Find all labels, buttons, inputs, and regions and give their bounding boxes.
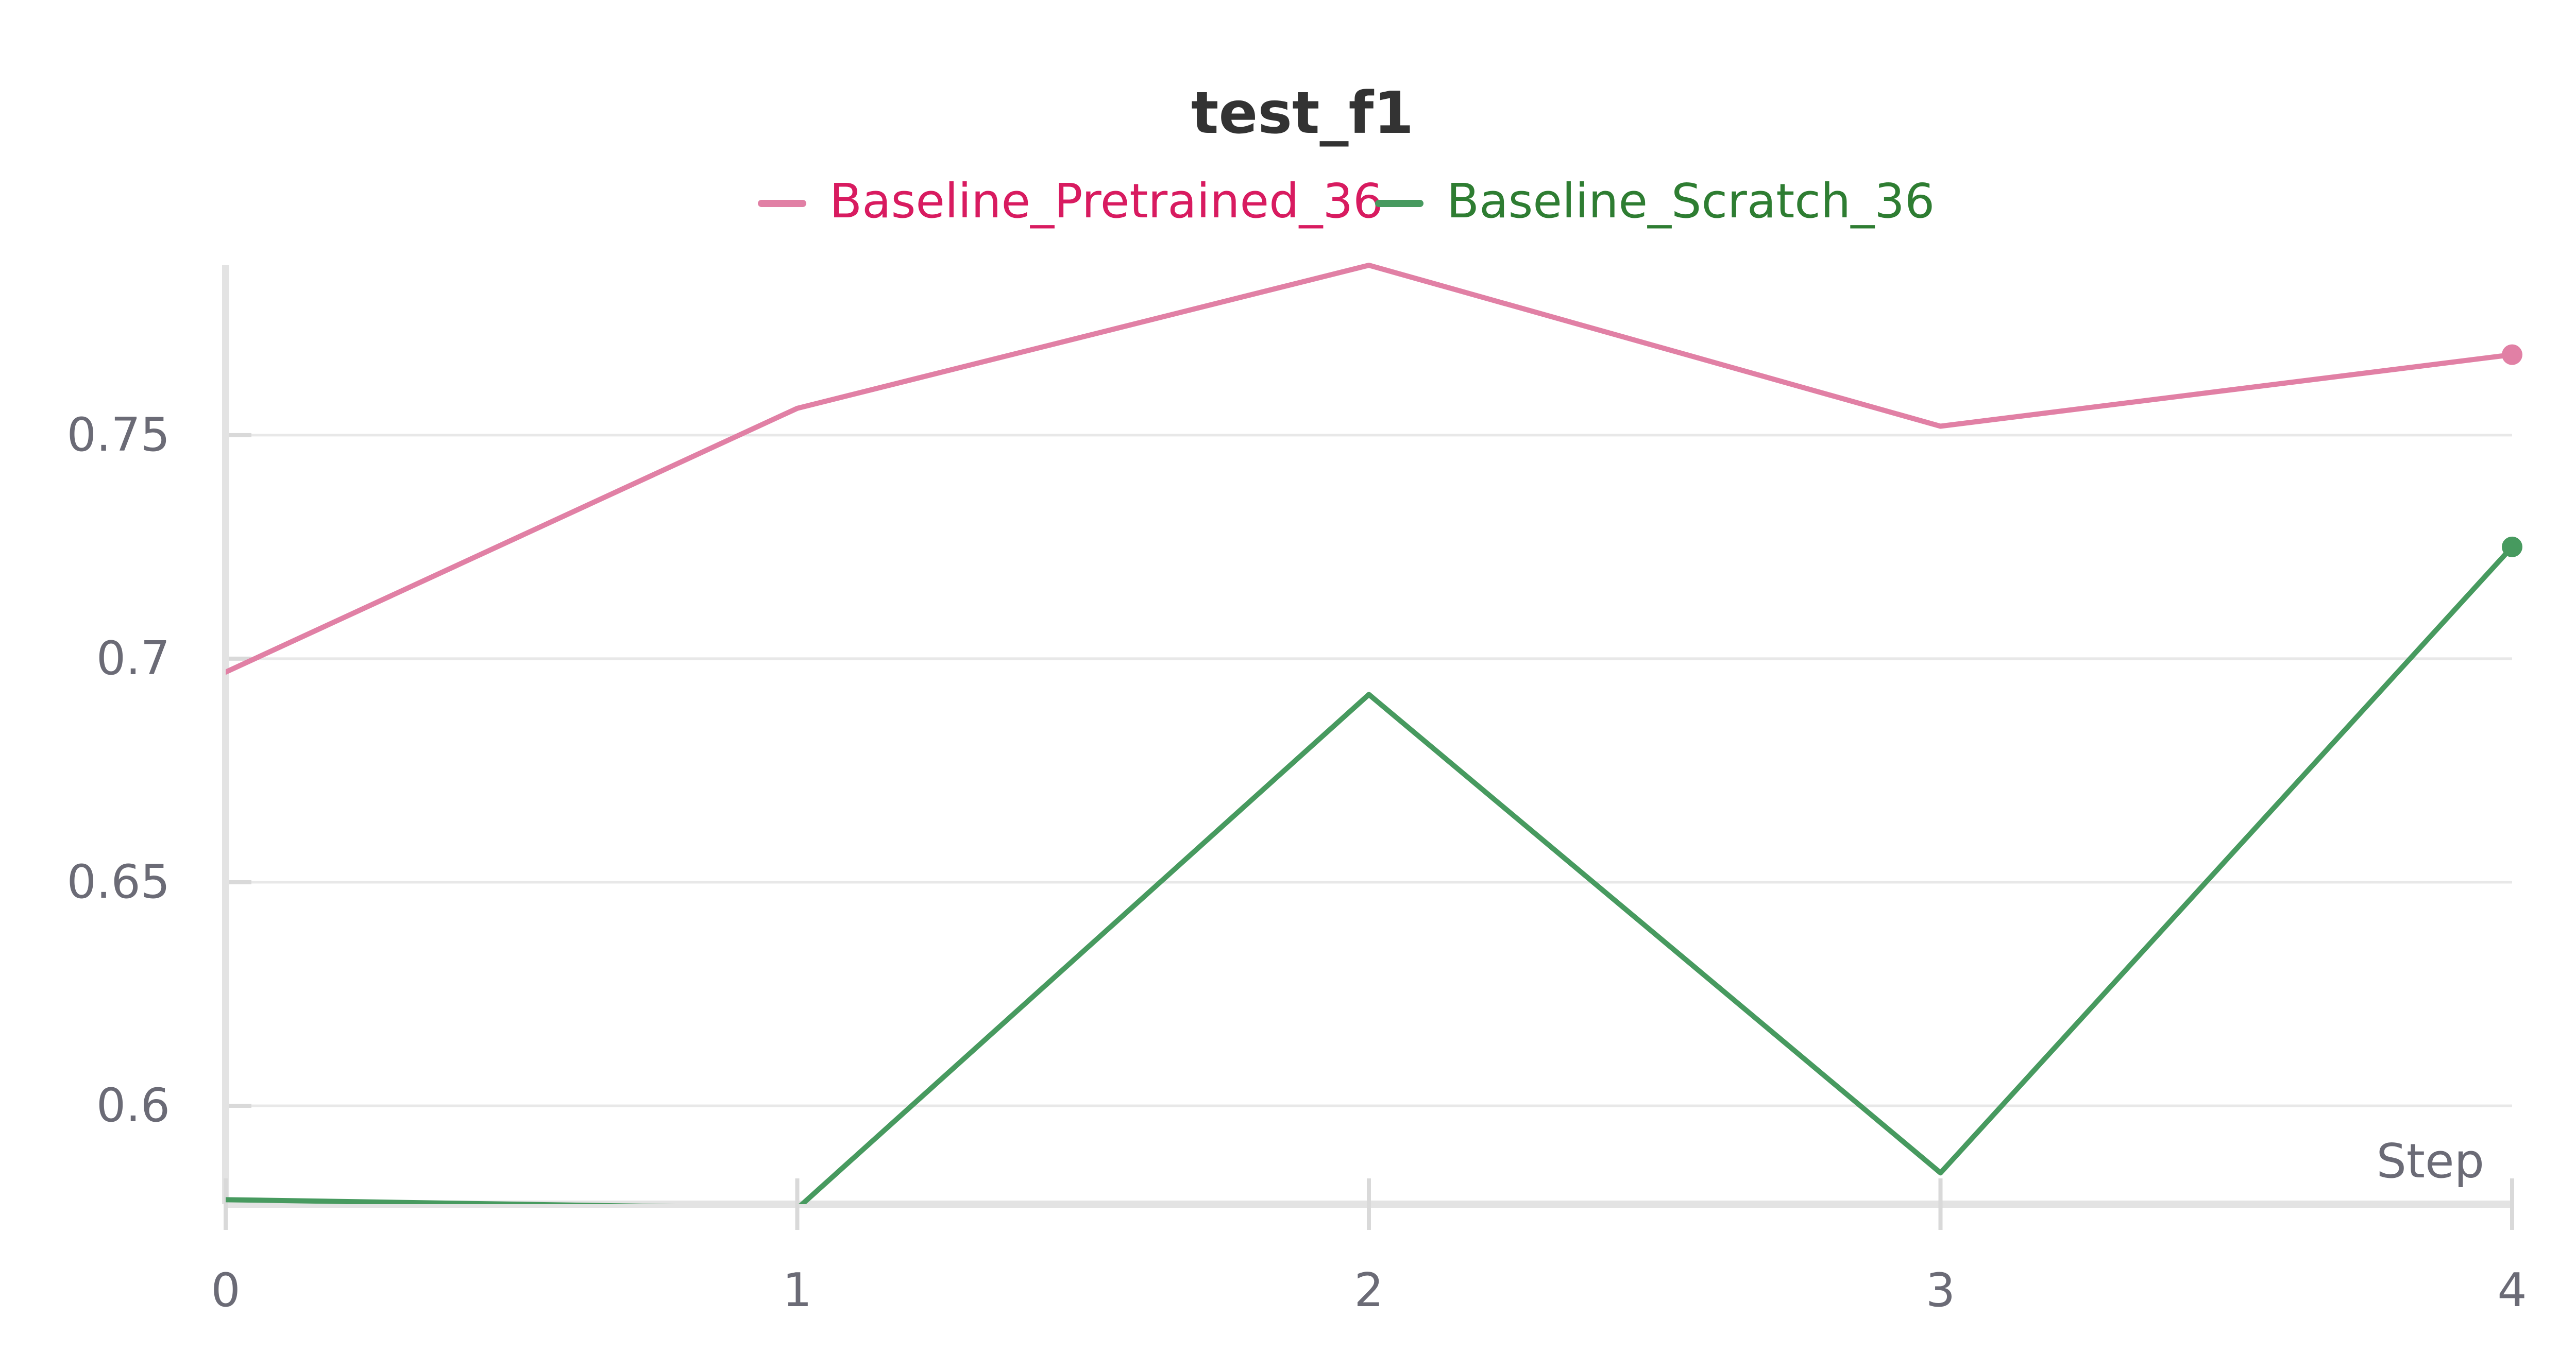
axes [222,265,2514,1230]
x-axis-label: Step [2377,1134,2484,1189]
chart-title: test_f1 [1191,80,1414,147]
x-tick-label: 0 [211,1263,240,1317]
grid-lines [226,434,2512,1107]
series-line-2 [226,544,2515,1204]
x-tick-label: 1 [783,1263,812,1317]
x-tick-label: 2 [1354,1263,1383,1317]
tick-labels: 0.6 0.65 0.7 0.75 0 1 2 3 4 [67,408,2527,1317]
y-tick-label: 0.7 [96,631,170,686]
legend-label: Baseline_Pretrained_36 [829,174,1383,229]
x-tick-label: 4 [2497,1263,2527,1317]
y-tick-label: 0.75 [67,408,170,462]
y-tick-label: 0.65 [67,855,170,909]
series-line-1 [226,263,2515,675]
series-end-point-2 [2502,536,2522,557]
y-tick-label: 0.6 [96,1078,170,1133]
legend-label: Baseline_Scratch_36 [1447,174,1935,229]
chart-legend: Baseline_Pretrained_36 Baseline_Scratch_3… [758,174,1935,229]
series-lines [226,263,2522,1204]
x-tick-label: 3 [1926,1263,1955,1317]
series-end-point-1 [2502,344,2522,365]
